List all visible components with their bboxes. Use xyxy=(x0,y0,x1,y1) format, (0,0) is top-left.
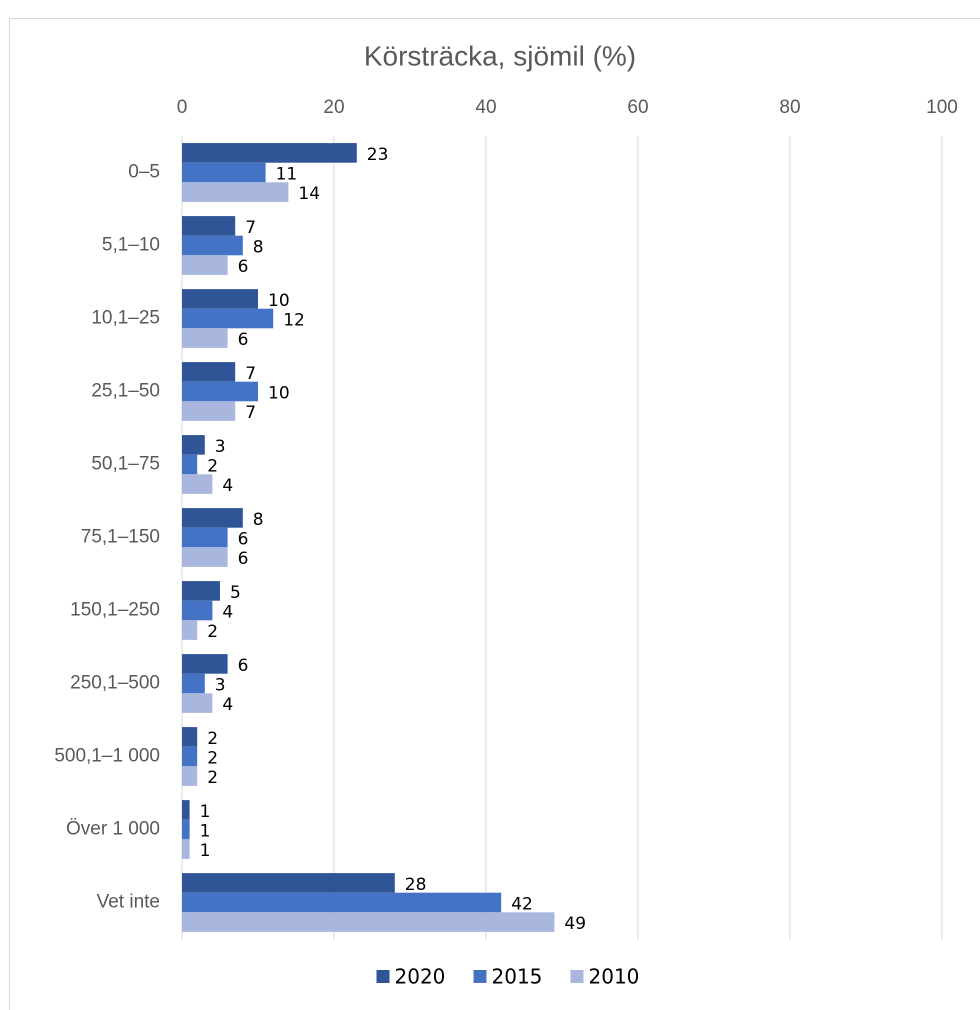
data-label: 6 xyxy=(238,530,249,550)
data-label: 4 xyxy=(222,476,233,496)
data-label: 3 xyxy=(215,437,226,457)
bar xyxy=(182,892,502,913)
y-tick-label: 250,1–500 xyxy=(70,673,160,694)
y-tick-label: Vet inte xyxy=(97,892,160,913)
bar xyxy=(182,162,266,183)
y-tick-label: 25,1–50 xyxy=(91,381,160,402)
data-label: 8 xyxy=(253,510,264,530)
data-label: 6 xyxy=(238,257,249,277)
data-label: 2 xyxy=(207,729,218,749)
bar xyxy=(182,800,190,820)
data-label: 23 xyxy=(367,145,389,165)
bar xyxy=(182,819,190,840)
data-label: 12 xyxy=(283,311,305,331)
y-tick-label: 150,1–250 xyxy=(70,600,160,621)
bar xyxy=(182,182,289,202)
bar xyxy=(182,508,243,528)
legend-label: 2010 xyxy=(589,965,640,989)
y-tick-label: Över 1 000 xyxy=(66,819,160,840)
bar xyxy=(182,746,198,767)
data-label: 3 xyxy=(215,676,226,696)
chart-title: Körsträcka, sjömil (%) xyxy=(364,40,636,71)
legend-label: 2015 xyxy=(492,965,543,989)
legend-swatch xyxy=(473,970,487,983)
data-label: 6 xyxy=(238,656,249,676)
bar xyxy=(182,289,258,309)
bar xyxy=(182,654,228,674)
data-label: 5 xyxy=(230,583,241,603)
bar xyxy=(182,727,198,747)
bar xyxy=(182,362,236,382)
bar xyxy=(182,600,213,621)
data-label: 7 xyxy=(245,403,256,423)
bar xyxy=(182,912,555,932)
y-tick-label: 500,1–1 000 xyxy=(54,746,160,767)
data-label: 14 xyxy=(298,184,320,204)
x-tick-label: 0 xyxy=(177,97,188,118)
bar xyxy=(182,255,228,275)
bar xyxy=(182,381,258,402)
data-label: 2 xyxy=(207,622,218,642)
data-label: 11 xyxy=(276,165,298,185)
bar xyxy=(182,235,243,256)
legend-label: 2020 xyxy=(395,965,446,989)
data-label: 10 xyxy=(268,291,290,311)
x-tick-label: 40 xyxy=(475,97,496,118)
x-tick-label: 60 xyxy=(627,97,648,118)
bar xyxy=(182,873,395,893)
bar xyxy=(182,620,198,640)
data-label: 2 xyxy=(207,768,218,788)
data-label: 4 xyxy=(222,695,233,715)
y-tick-label: 10,1–25 xyxy=(91,308,160,329)
data-label: 6 xyxy=(238,330,249,350)
legend-swatch xyxy=(570,970,584,983)
bar xyxy=(182,839,190,859)
x-tick-label: 100 xyxy=(926,97,958,118)
legend-swatch xyxy=(376,970,390,983)
bar xyxy=(182,547,228,567)
bar xyxy=(182,527,228,548)
y-tick-label: 75,1–150 xyxy=(81,527,160,548)
x-tick-label: 80 xyxy=(779,97,800,118)
data-label: 10 xyxy=(268,384,290,404)
bar xyxy=(182,454,198,475)
bar xyxy=(182,474,213,494)
y-tick-label: 0–5 xyxy=(128,162,160,183)
data-label: 28 xyxy=(405,875,427,895)
data-label: 7 xyxy=(245,364,256,384)
bar xyxy=(182,581,220,601)
data-label: 4 xyxy=(222,603,233,623)
bar xyxy=(182,435,205,455)
data-label: 1 xyxy=(200,841,211,861)
data-label: 6 xyxy=(238,549,249,569)
data-label: 49 xyxy=(564,914,586,934)
bar xyxy=(182,328,228,348)
chart-frame xyxy=(9,18,980,1010)
bar xyxy=(182,308,274,329)
data-label: 2 xyxy=(207,749,218,769)
bar xyxy=(182,216,236,236)
data-label: 42 xyxy=(511,895,533,915)
bar xyxy=(182,401,236,421)
x-tick-label: 20 xyxy=(323,97,344,118)
bar xyxy=(182,143,357,163)
data-label: 7 xyxy=(245,218,256,238)
bar xyxy=(182,766,198,786)
data-label: 2 xyxy=(207,457,218,477)
data-label: 8 xyxy=(253,238,264,258)
data-label: 1 xyxy=(200,802,211,822)
bar xyxy=(182,673,205,694)
bar xyxy=(182,693,213,713)
data-label: 1 xyxy=(200,822,211,842)
y-tick-label: 5,1–10 xyxy=(102,235,160,256)
y-tick-label: 50,1–75 xyxy=(91,454,160,475)
